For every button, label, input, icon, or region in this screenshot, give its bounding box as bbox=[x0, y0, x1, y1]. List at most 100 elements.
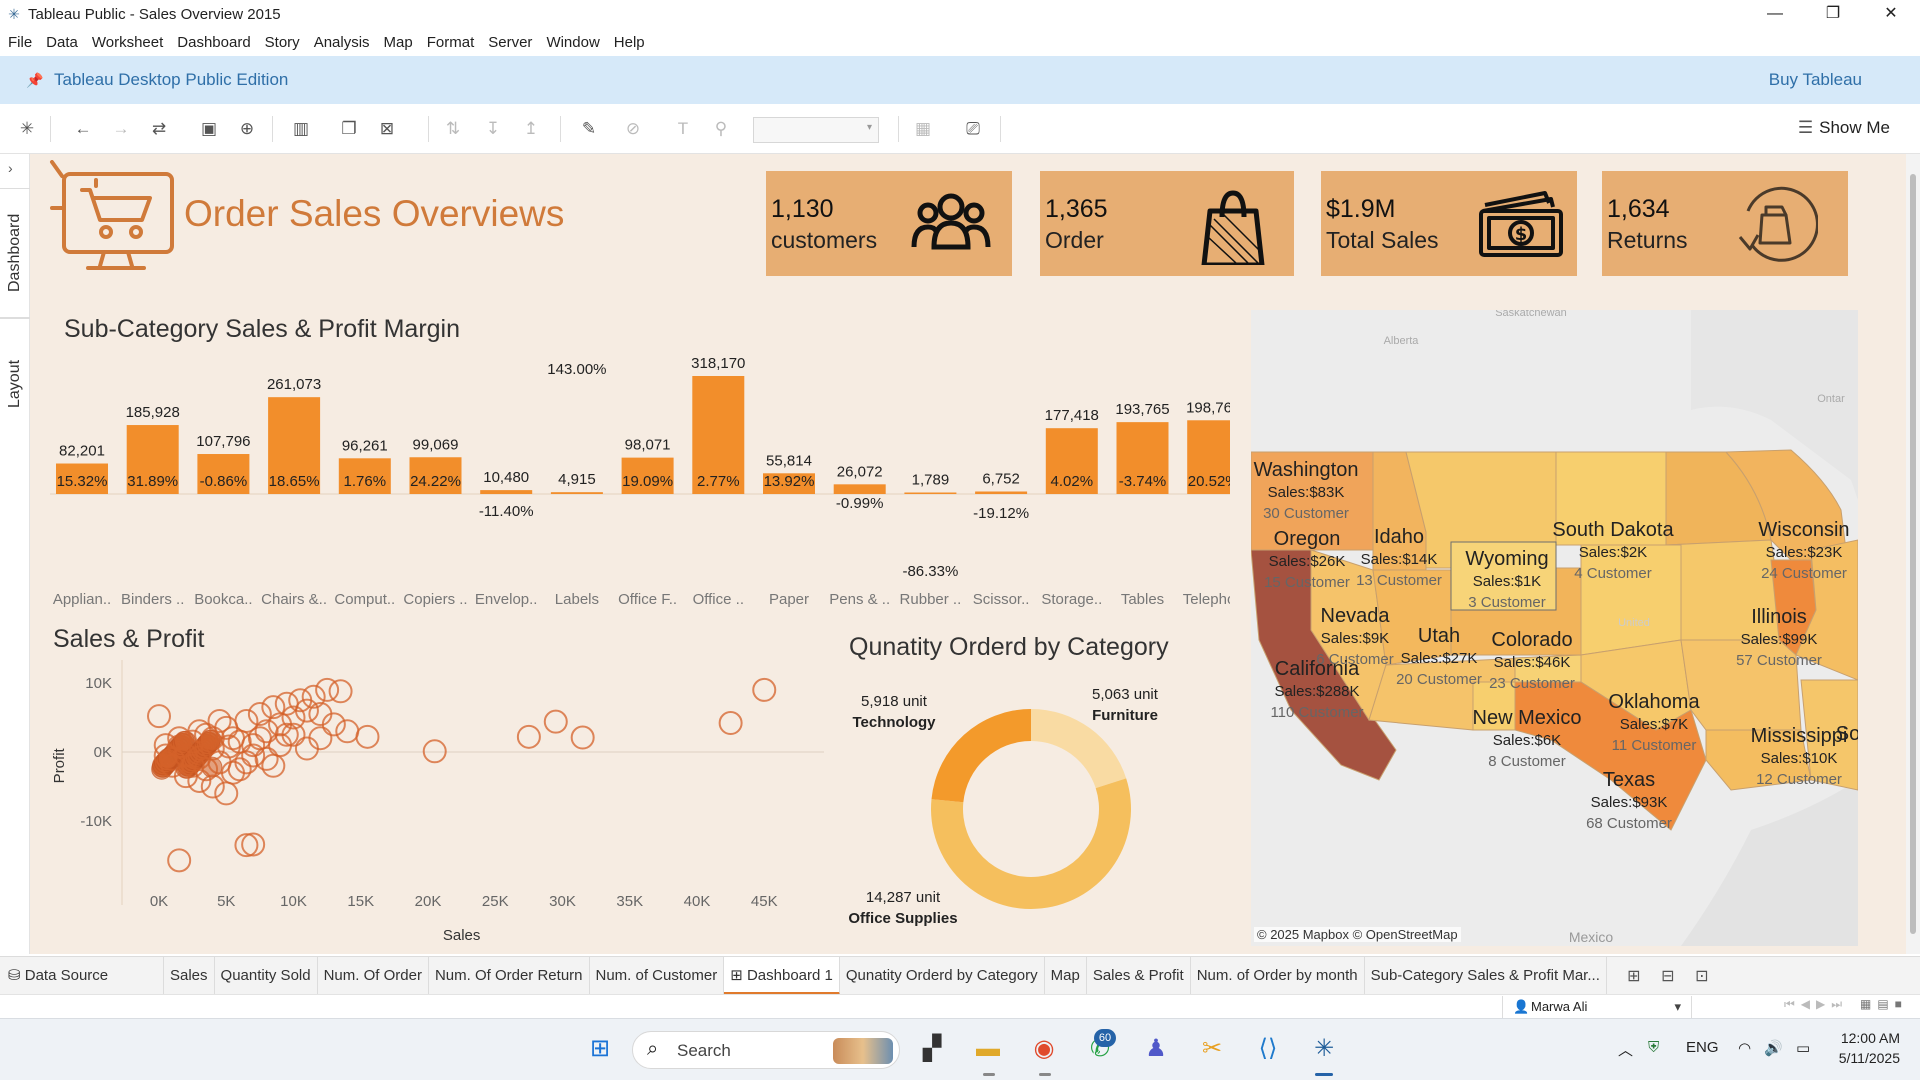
language-indicator[interactable]: ENG bbox=[1686, 1039, 1719, 1056]
replace-data-icon[interactable]: ⇄ bbox=[151, 119, 167, 138]
sort-descending-icon[interactable]: ↥ bbox=[523, 119, 539, 138]
tab-orders-by-month[interactable]: Num. of Order by month bbox=[1191, 956, 1365, 995]
menu-help[interactable]: Help bbox=[613, 33, 645, 51]
layout-side-tab[interactable]: Layout bbox=[0, 318, 30, 448]
vertical-scrollbar[interactable] bbox=[1906, 154, 1920, 954]
sheet-navigation-icons[interactable]: ⏮◀▶⏭ bbox=[1784, 997, 1849, 1011]
user-menu[interactable]: 👤 Marwa Ali bbox=[1502, 996, 1692, 1018]
view-mode-icons[interactable]: ▦▤■ bbox=[1860, 997, 1908, 1011]
bar-margin-label: -0.99% bbox=[836, 495, 884, 512]
map-state-label: New Mexico bbox=[1473, 707, 1582, 729]
scatter-point bbox=[207, 708, 232, 733]
pin-icon[interactable]: 📌 bbox=[26, 71, 44, 88]
security-icon[interactable]: ⛨ bbox=[1648, 1039, 1660, 1056]
presentation-mode-icon[interactable]: ⎚ bbox=[966, 119, 980, 138]
menu-worksheet[interactable]: Worksheet bbox=[91, 33, 164, 51]
bar-sales-label: 98,071 bbox=[625, 437, 671, 454]
minimize-button[interactable]: — bbox=[1767, 5, 1783, 22]
clear-sheet-icon[interactable]: ⊠ bbox=[379, 119, 395, 138]
map-customer-label: 12 Customer bbox=[1756, 771, 1842, 788]
people-icon bbox=[911, 193, 991, 250]
tab-num-of-order[interactable]: Num. Of Order bbox=[318, 956, 429, 995]
volume-icon[interactable]: 🔊 bbox=[1764, 1040, 1783, 1057]
tab-num-of-customer[interactable]: Num. of Customer bbox=[590, 956, 725, 995]
tab-dashboard-1[interactable]: ⊞ Dashboard 1 bbox=[724, 956, 840, 995]
taskbar-search[interactable]: ⌕ Search bbox=[632, 1031, 900, 1069]
sort-ascending-icon[interactable]: ↧ bbox=[485, 119, 501, 138]
new-data-source-icon[interactable]: ⊕ bbox=[239, 119, 255, 138]
show-mark-labels-icon[interactable]: T bbox=[677, 119, 689, 138]
tab-quantity-sold[interactable]: Quantity Sold bbox=[215, 956, 318, 995]
scatter-point bbox=[321, 712, 346, 737]
menu-format[interactable]: Format bbox=[426, 33, 475, 51]
redo-icon[interactable]: → bbox=[112, 119, 130, 138]
map-customer-label: 13 Customer bbox=[1356, 572, 1442, 589]
file-explorer-icon[interactable]: ▬ bbox=[976, 1035, 1000, 1062]
menu-server[interactable]: Server bbox=[488, 33, 533, 51]
highlight-icon[interactable]: ✎ bbox=[581, 119, 597, 138]
buy-tableau-link[interactable]: Buy Tableau bbox=[1768, 70, 1862, 89]
bar bbox=[409, 457, 462, 494]
map-attribution[interactable]: © 2025 Mapbox © OpenStreetMap bbox=[1254, 927, 1461, 942]
show-me-button[interactable]: ☰ Show Me bbox=[1798, 118, 1890, 138]
windows-start-icon[interactable]: ⊞ bbox=[589, 1035, 611, 1062]
vscode-icon[interactable]: ⟨⟩ bbox=[1258, 1035, 1278, 1062]
dashboard-side-tab[interactable]: Dashboard bbox=[0, 188, 30, 318]
menu-file[interactable]: File bbox=[8, 33, 33, 51]
map-base-label: Ontar bbox=[1817, 393, 1845, 405]
teams-icon[interactable]: ♟ bbox=[1145, 1035, 1167, 1062]
tab-sales[interactable]: Sales bbox=[164, 956, 215, 995]
task-view-icon[interactable]: ▞ bbox=[922, 1035, 942, 1062]
restore-button[interactable]: ❐ bbox=[1825, 5, 1841, 22]
kpi-value: 1,634 bbox=[1607, 195, 1670, 223]
tab-sales-profit[interactable]: Sales & Profit bbox=[1087, 956, 1191, 995]
save-icon[interactable]: ▣ bbox=[200, 119, 218, 138]
menu-analysis[interactable]: Analysis bbox=[313, 33, 370, 51]
scatter-point bbox=[281, 705, 306, 730]
menu-map[interactable]: Map bbox=[383, 33, 413, 51]
sales-map[interactable]: Washington Sales:$83K 30 Customer Oregon Sal… bbox=[1251, 310, 1858, 946]
wifi-icon[interactable]: ◠ bbox=[1738, 1040, 1752, 1057]
fix-axes-icon[interactable]: ⚲ bbox=[714, 119, 728, 138]
snipping-tool-icon[interactable]: ✂ bbox=[1201, 1035, 1223, 1062]
chrome-icon[interactable]: ◉ bbox=[1033, 1035, 1055, 1062]
battery-icon[interactable]: ▭ bbox=[1796, 1040, 1811, 1057]
group-members-icon[interactable]: ⊘ bbox=[625, 119, 641, 138]
tableau-home-icon[interactable]: ✳ bbox=[19, 119, 35, 138]
chevron-up-icon[interactable]: ︿ bbox=[1618, 1042, 1634, 1059]
map-sales-label: Sales:$93K bbox=[1591, 794, 1668, 811]
tableau-taskbar-icon[interactable]: ✳ bbox=[1313, 1035, 1335, 1062]
map-base-label: United bbox=[1618, 617, 1650, 629]
new-dashboard-tab-icon[interactable]: ⊟ bbox=[1661, 967, 1675, 985]
scatter-point bbox=[241, 743, 266, 768]
map-state-label: Idaho bbox=[1374, 526, 1424, 548]
tab-data-source[interactable]: ⛁ Data Source bbox=[0, 956, 164, 995]
clock-time: 12:00 AM bbox=[1840, 1030, 1900, 1046]
tab-map[interactable]: Map bbox=[1045, 956, 1087, 995]
bar-chart-title: Sub-Category Sales & Profit Margin bbox=[64, 315, 461, 343]
map-sales-label: Sales:$10K bbox=[1761, 750, 1838, 767]
menu-data[interactable]: Data bbox=[46, 33, 78, 51]
fit-dropdown[interactable] bbox=[753, 117, 879, 143]
side-panel: › Dashboard Layout bbox=[0, 154, 30, 954]
undo-icon[interactable]: ← bbox=[74, 119, 92, 138]
new-worksheet-icon[interactable]: ▥ bbox=[292, 119, 310, 138]
tab-quantity-by-category[interactable]: Qunatity Orderd by Category bbox=[840, 956, 1045, 995]
new-worksheet-tab-icon[interactable]: ⊞ bbox=[1627, 967, 1641, 985]
chevron-right-icon[interactable]: › bbox=[8, 160, 13, 176]
menu-dashboard[interactable]: Dashboard bbox=[177, 33, 251, 51]
new-story-tab-icon[interactable]: ⊡ bbox=[1695, 967, 1709, 985]
show-cards-icon[interactable]: ▦ bbox=[914, 119, 932, 138]
bar-sales-label: 107,796 bbox=[196, 433, 250, 450]
duplicate-sheet-icon[interactable]: ❐ bbox=[341, 119, 357, 138]
map-state-label: Oklahoma bbox=[1608, 691, 1700, 713]
close-button[interactable]: ✕ bbox=[1884, 5, 1898, 22]
swap-rows-columns-icon[interactable]: ⇅ bbox=[445, 119, 461, 138]
clock[interactable]: 12:00 AM 5/11/2025 bbox=[1839, 1028, 1900, 1068]
tab-num-of-order-return[interactable]: Num. Of Order Return bbox=[429, 956, 590, 995]
menu-window[interactable]: Window bbox=[546, 33, 600, 51]
bar-category-label: Paper bbox=[769, 591, 809, 608]
tab-sub-category[interactable]: Sub-Category Sales & Profit Mar... bbox=[1365, 956, 1607, 995]
menu-story[interactable]: Story bbox=[264, 33, 300, 51]
map-state-label: Colorado bbox=[1491, 629, 1572, 651]
